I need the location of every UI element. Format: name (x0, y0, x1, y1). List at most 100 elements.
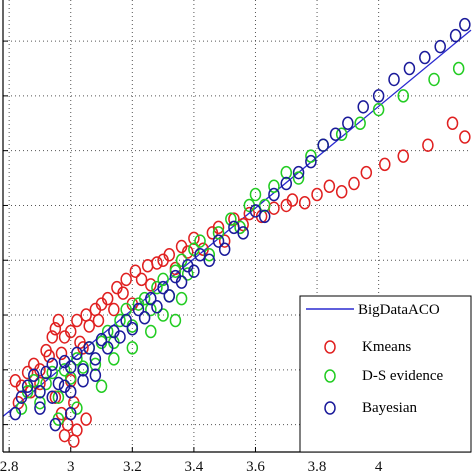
data-point (71, 346, 83, 361)
data-point (218, 234, 231, 248)
data-point (95, 379, 108, 394)
data-point (52, 390, 65, 404)
data-point (305, 154, 317, 169)
data-point (335, 185, 348, 199)
data-point (89, 352, 102, 366)
data-point (34, 376, 46, 391)
data-point (34, 395, 46, 410)
data-point (64, 406, 77, 421)
data-point (138, 291, 151, 306)
legend-label-d-s-evidence: D-S evidence (362, 368, 444, 384)
data-point (120, 272, 132, 287)
data-point (212, 226, 225, 240)
data-point (151, 256, 163, 270)
data-point (52, 313, 65, 328)
data-point (145, 324, 157, 339)
data-point (138, 311, 151, 325)
data-point (49, 390, 62, 404)
data-point (446, 116, 459, 131)
data-point (129, 264, 142, 278)
x-tick-label: 4 (375, 459, 383, 474)
data-point (34, 384, 46, 399)
data-point (126, 341, 139, 355)
data-point (335, 127, 348, 141)
data-point (21, 379, 34, 394)
data-point (292, 165, 305, 180)
data-point (188, 231, 200, 246)
data-point (268, 187, 280, 202)
legend: BigDataACO Kmeans D-S evidence Bayesian (299, 295, 472, 453)
data-point (225, 212, 237, 226)
data-point (228, 212, 240, 226)
data-point (120, 313, 132, 328)
data-point (237, 226, 249, 240)
data-point (46, 330, 59, 344)
data-point (329, 127, 342, 141)
data-point (157, 272, 169, 287)
data-point (71, 352, 83, 366)
data-point (249, 204, 262, 218)
data-point (145, 302, 157, 317)
data-point (181, 245, 194, 259)
data-point (323, 179, 336, 194)
data-point (169, 313, 182, 328)
data-point (43, 349, 55, 363)
data-point (135, 272, 148, 287)
data-point (80, 412, 92, 426)
data-point (212, 234, 225, 248)
legend-marker-bayesian (324, 401, 336, 415)
data-point (397, 89, 410, 103)
x-tick-label: 3.2 (123, 459, 142, 474)
data-point (71, 313, 83, 328)
legend-label-bayesian: Bayesian (362, 400, 417, 416)
legend-box (299, 295, 472, 453)
data-point (163, 289, 176, 303)
data-point (258, 198, 271, 213)
data-point (64, 384, 77, 399)
data-point (145, 291, 157, 306)
data-point (132, 302, 145, 317)
data-point (317, 138, 329, 152)
data-point (243, 206, 256, 221)
data-point (372, 102, 385, 117)
x-tick-label: 3 (67, 459, 75, 474)
data-point (95, 332, 108, 347)
data-point (64, 360, 77, 374)
data-point (357, 100, 369, 114)
data-point (46, 365, 59, 380)
data-point (397, 149, 410, 163)
plot-area (2, 17, 472, 448)
data-point (194, 234, 206, 248)
data-point (157, 280, 169, 295)
data-point (249, 187, 262, 202)
data-point (428, 72, 440, 87)
x-tick-label: 2.8 (0, 459, 19, 474)
data-point (101, 341, 114, 355)
data-point (108, 302, 120, 317)
data-point (354, 116, 366, 131)
data-point (64, 324, 77, 339)
data-point (342, 116, 354, 131)
data-point (46, 390, 59, 404)
x-tick-label: 3.8 (308, 459, 327, 474)
data-point (258, 209, 271, 224)
data-point (157, 308, 169, 322)
data-point (360, 165, 373, 180)
data-point (188, 264, 200, 278)
data-point (145, 278, 157, 292)
data-point (311, 187, 323, 202)
legend-label-kmeans: Kmeans (362, 339, 411, 355)
data-point (40, 365, 52, 380)
data-point (49, 417, 62, 432)
data-point (212, 220, 225, 235)
data-point (89, 357, 102, 372)
series-d-s-evidence (15, 61, 465, 426)
data-point (83, 319, 95, 333)
data-point (452, 61, 465, 76)
data-point (89, 368, 102, 383)
data-point (114, 313, 126, 328)
data-point (203, 253, 216, 267)
data-point (77, 363, 89, 377)
data-point (77, 374, 89, 388)
data-point (228, 220, 240, 235)
